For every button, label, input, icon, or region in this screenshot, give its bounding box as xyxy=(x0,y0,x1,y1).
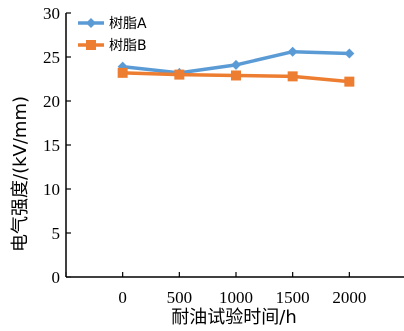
legend-label: 树脂B xyxy=(109,38,147,54)
x-tick-label: 1500 xyxy=(276,288,310,307)
x-tick-label: 1000 xyxy=(219,288,253,307)
data-point xyxy=(287,46,298,57)
x-tick-label: 2000 xyxy=(332,288,366,307)
y-tick-label: 30 xyxy=(43,4,60,23)
legend-marker xyxy=(86,40,96,50)
data-point xyxy=(344,76,355,87)
x-tick-label: 500 xyxy=(167,288,193,307)
axes: 0 5 10 15 20 25 30 0 500 1000 1500 2000 xyxy=(43,4,404,307)
y-tick-label: 0 xyxy=(52,268,61,287)
y-tick-label: 10 xyxy=(43,180,60,199)
data-point xyxy=(174,69,185,80)
series-layer xyxy=(117,46,355,87)
data-point xyxy=(231,59,241,70)
legend-label: 树脂A xyxy=(109,16,147,32)
data-point xyxy=(287,71,298,82)
data-point xyxy=(344,48,355,59)
x-tick-label: 0 xyxy=(118,288,127,307)
data-point xyxy=(231,70,241,81)
data-point xyxy=(117,67,128,78)
y-tick-label: 25 xyxy=(43,48,60,67)
y-tick-label: 20 xyxy=(43,92,60,111)
legend-marker xyxy=(86,18,96,28)
legend: 树脂A 树脂B xyxy=(78,16,147,54)
y-axis-title: 电气强度/(kV/mm) xyxy=(10,96,31,252)
y-tick-label: 15 xyxy=(43,136,60,155)
x-axis-title: 耐油试验时间/h xyxy=(171,307,296,328)
y-tick-label: 5 xyxy=(52,224,61,243)
